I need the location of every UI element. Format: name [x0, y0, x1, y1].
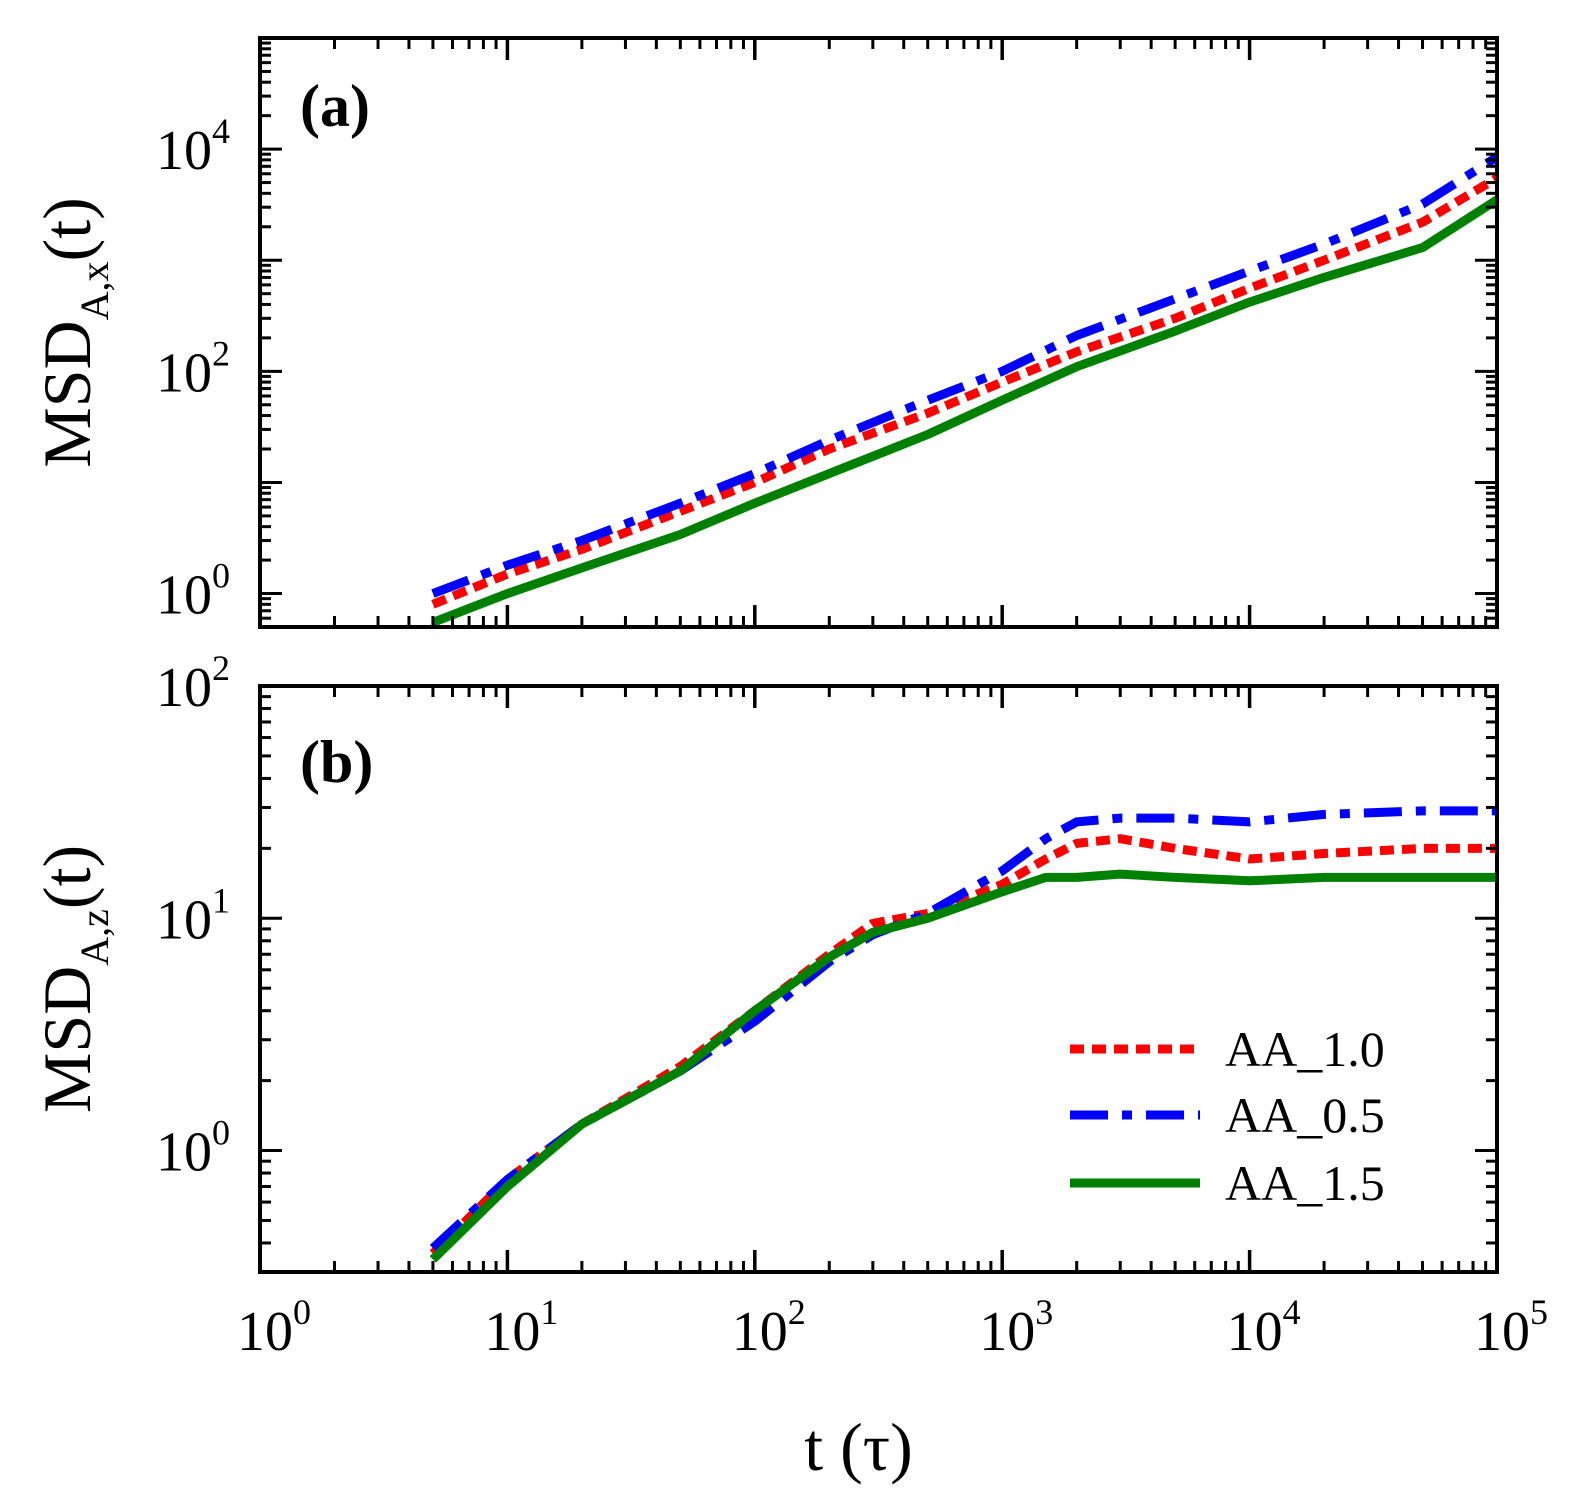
y-tick-label: 102	[156, 333, 230, 404]
x-tick-label: 101	[484, 1292, 558, 1363]
series-line-AA-1-0	[431, 174, 1497, 609]
x-tick-label: 102	[732, 1292, 806, 1363]
panel-label: (b)	[300, 729, 373, 795]
plot-frame	[258, 36, 1499, 629]
y-tick-label: 104	[156, 111, 230, 182]
panel-label: (a)	[300, 73, 370, 139]
panel-b: 100 101 102 100 101 102 103 104 105 (b) MSDA,z(t) t…	[29, 648, 1548, 1485]
plot-frame	[258, 684, 1499, 1274]
x-tick-label: 104	[1227, 1292, 1301, 1363]
y-tick-label: 102	[156, 648, 230, 719]
series-line-AA-0-5	[431, 153, 1497, 598]
x-tick-label: 103	[979, 1292, 1053, 1363]
legend: AA_1.0 AA_0.5 AA_1.5	[1070, 1021, 1385, 1211]
x-axis-title: t (τ)	[804, 1409, 913, 1485]
y-tick-label: 100	[156, 556, 230, 627]
series-line-AA-1-5	[431, 196, 1497, 627]
y-axis-title: MSDA,x(t)	[29, 197, 117, 467]
legend-label: AA_1.5	[1225, 1155, 1385, 1211]
x-tick-label: 105	[1474, 1292, 1548, 1363]
legend-label: AA_0.5	[1225, 1087, 1385, 1143]
y-tick-label: 101	[156, 880, 230, 951]
y-axis-title: MSDA,z(t)	[29, 845, 117, 1113]
series-line-AA-1-5	[429, 869, 1497, 1263]
y-tick-label: 100	[156, 1113, 230, 1184]
panel-a: 100 102 104 (a) MSDA,x(t)	[29, 36, 1499, 629]
legend-label: AA_1.0	[1225, 1021, 1385, 1077]
x-tick-label: 100	[237, 1292, 311, 1363]
series-line-AA-0-5	[429, 806, 1497, 1252]
